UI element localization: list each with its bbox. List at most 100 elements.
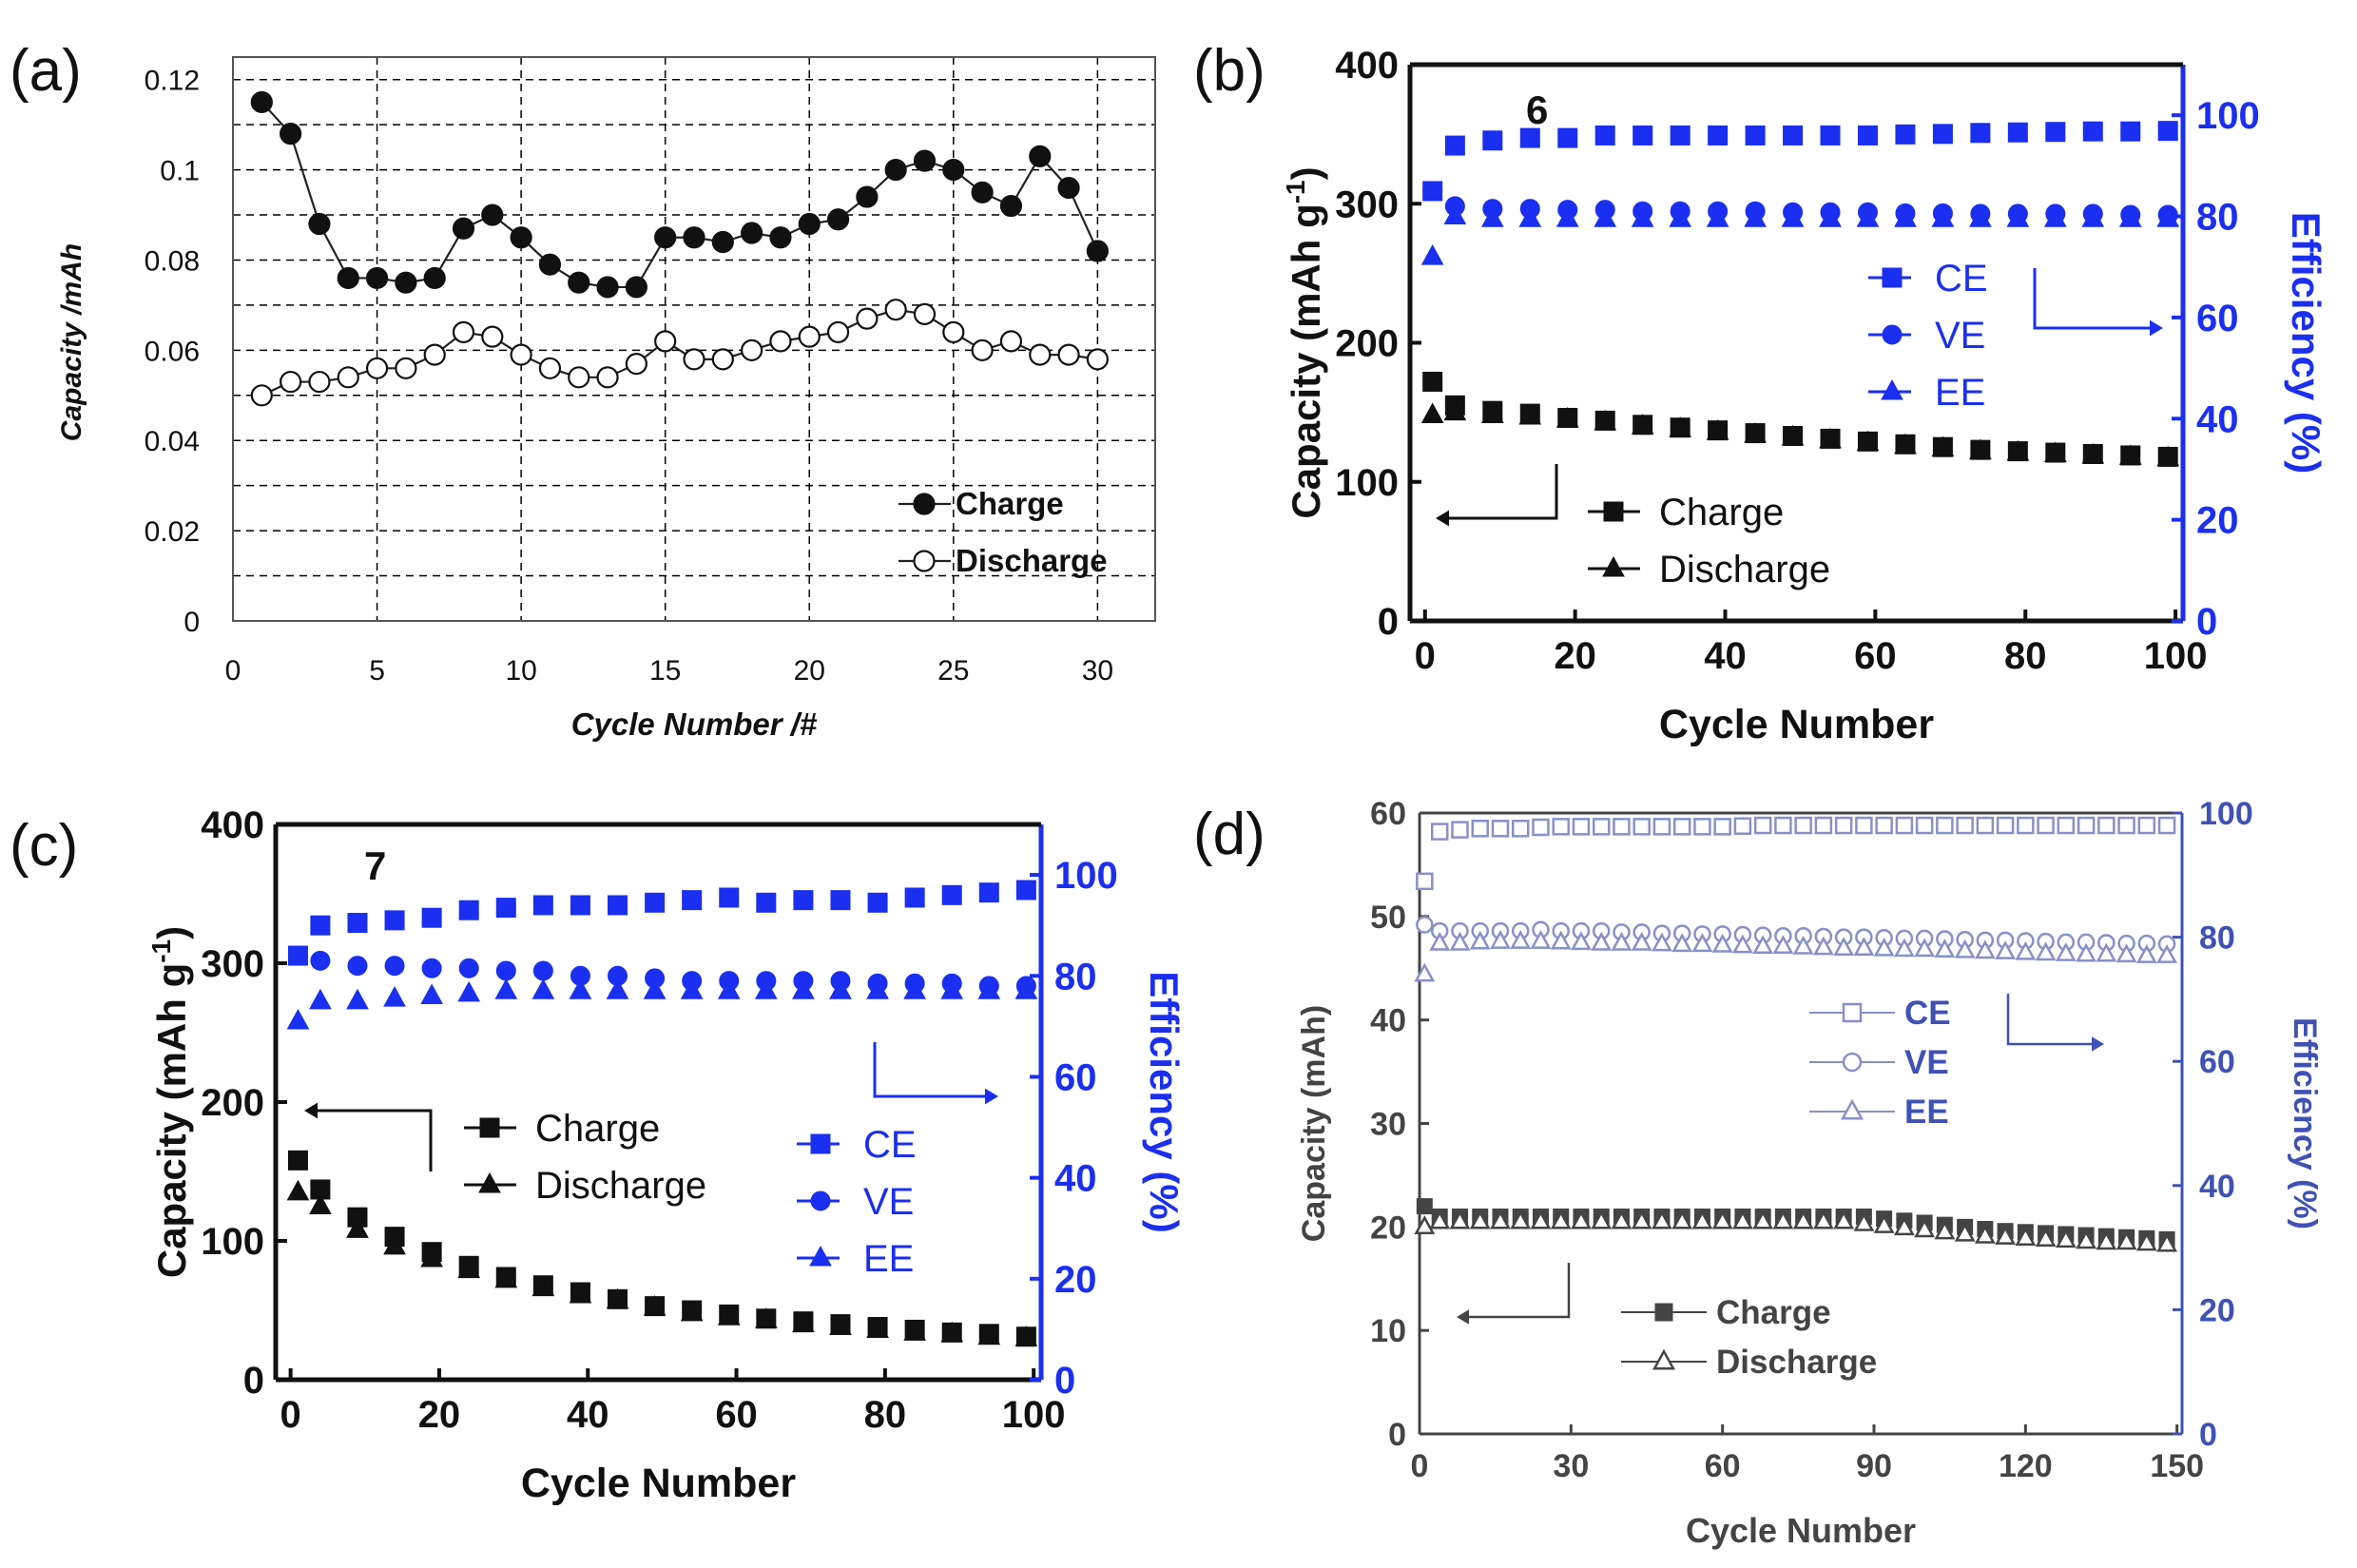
data-point-ee — [1480, 206, 1504, 227]
data-point-discharge — [1853, 1211, 1875, 1231]
data-point-discharge — [2156, 445, 2180, 467]
data-point-ee — [977, 978, 1001, 999]
legend-label: CE — [1935, 258, 1988, 300]
data-point-discharge — [1429, 1210, 1451, 1229]
data-point-ce — [1895, 124, 1916, 145]
data-point-discharge — [481, 325, 504, 348]
x-tick-label: 120 — [1999, 1448, 2053, 1484]
data-point-ee — [2043, 206, 2067, 227]
data-point-ee — [1611, 931, 1633, 951]
y2-tick-label: 20 — [1054, 1259, 1097, 1301]
data-point-discharge — [1873, 1214, 1895, 1233]
data-point-ce — [1416, 872, 1434, 891]
data-point-discharge — [711, 348, 734, 371]
data-point-charge — [798, 212, 821, 236]
data-point-ce — [1895, 816, 1914, 835]
data-point-ce — [310, 915, 331, 936]
x-tick-label: 80 — [2004, 635, 2047, 677]
data-point-ve — [1416, 916, 1434, 934]
data-point-discharge — [977, 1324, 1001, 1345]
legend-label: CE — [1904, 995, 1951, 1032]
data-point-discharge — [1029, 343, 1052, 366]
data-point-discharge — [1732, 1210, 1753, 1229]
x-axis-title: Cycle Number — [1659, 702, 1934, 747]
data-point-discharge — [1414, 1215, 1436, 1234]
x-tick-label: 5 — [369, 655, 385, 687]
legend-marker — [1881, 378, 1903, 400]
data-point-ce — [1774, 816, 1792, 835]
left-axis-arrow — [1469, 1263, 1571, 1319]
data-point-charge — [452, 217, 475, 240]
y2-tick-label: 20 — [2199, 1292, 2235, 1328]
legend-label: Discharge — [535, 1165, 706, 1207]
data-point-ce — [2082, 121, 2103, 142]
y-tick-label: 0.12 — [145, 66, 200, 97]
x-tick-label: 60 — [715, 1394, 758, 1436]
data-point-discharge — [1014, 1326, 1038, 1346]
data-point-ee — [829, 978, 852, 999]
y2-tick-label: 100 — [2196, 95, 2260, 137]
data-point-charge — [971, 181, 994, 203]
data-point-charge — [1416, 1198, 1433, 1215]
data-point-ce — [1936, 816, 1954, 835]
data-point-discharge — [2116, 1230, 2137, 1250]
data-point-charge — [568, 271, 590, 294]
x-tick-label: 0 — [1415, 635, 1436, 677]
data-point-discharge — [2076, 1229, 2097, 1249]
x-tick-label: 80 — [864, 1394, 907, 1436]
data-point-ce — [1532, 818, 1550, 837]
y-tick-label: 0.04 — [145, 426, 200, 457]
data-point-charge — [711, 230, 734, 254]
data-point-discharge — [1611, 1210, 1633, 1229]
legend-marker — [1882, 324, 1903, 345]
data-point-ee — [1510, 929, 1532, 949]
data-point-discharge — [308, 370, 331, 394]
data-point-discharge — [2035, 1228, 2057, 1248]
data-point-ce — [1652, 818, 1671, 836]
data-point-ee — [1594, 206, 1617, 227]
data-point-ce — [1915, 816, 1934, 835]
data-point-ce — [1557, 127, 1578, 148]
data-point-ce — [2077, 816, 2096, 835]
data-point-discharge — [250, 384, 273, 407]
data-point-ce — [978, 882, 999, 903]
data-point-ee — [1571, 931, 1592, 951]
data-point-ee — [1706, 206, 1729, 227]
data-point-discharge — [2006, 439, 2030, 461]
data-point-discharge — [2118, 444, 2142, 465]
data-point-charge — [337, 266, 359, 290]
right-axis-arrow — [2006, 994, 2092, 1046]
data-point-ee — [1931, 206, 1955, 227]
data-point-charge — [250, 90, 273, 114]
y-axis-title-sup: -1 — [1281, 180, 1310, 203]
data-point-discharge — [538, 357, 562, 379]
legend-label: Charge — [956, 486, 1064, 521]
data-point-discharge — [2156, 1232, 2177, 1252]
left-axis-arrow — [1449, 464, 1558, 520]
data-point-discharge — [1931, 436, 1955, 457]
panel-label-b: (b) — [1193, 38, 1265, 104]
y2-tick-label: 100 — [2199, 796, 2253, 832]
data-point-discharge — [1469, 1210, 1491, 1229]
y-tick-label: 0 — [184, 607, 200, 638]
data-point-ce — [1552, 818, 1570, 836]
y2-axis-title: Efficiency (%) — [1142, 971, 1187, 1232]
data-point-discharge — [769, 330, 792, 353]
arrow-head — [985, 1088, 998, 1105]
data-point-ee — [680, 978, 704, 999]
data-point-discharge — [286, 1179, 310, 1201]
data-point-discharge — [942, 320, 965, 343]
data-point-discharge — [971, 339, 994, 361]
x-axis-title: Cycle Number — [521, 1461, 796, 1506]
data-point-discharge — [1792, 1210, 1814, 1229]
data-point-ce — [2057, 816, 2076, 835]
data-point-discharge — [457, 1257, 481, 1279]
data-point-ee — [1873, 937, 1895, 957]
data-point-discharge — [1530, 1210, 1552, 1229]
y-tick-label: 400 — [201, 804, 264, 846]
data-point-discharge — [383, 1233, 406, 1255]
x-tick-label: 0 — [280, 1394, 301, 1436]
data-point-discharge — [452, 320, 475, 343]
data-point-ce — [682, 890, 703, 911]
data-point-charge — [538, 253, 562, 276]
